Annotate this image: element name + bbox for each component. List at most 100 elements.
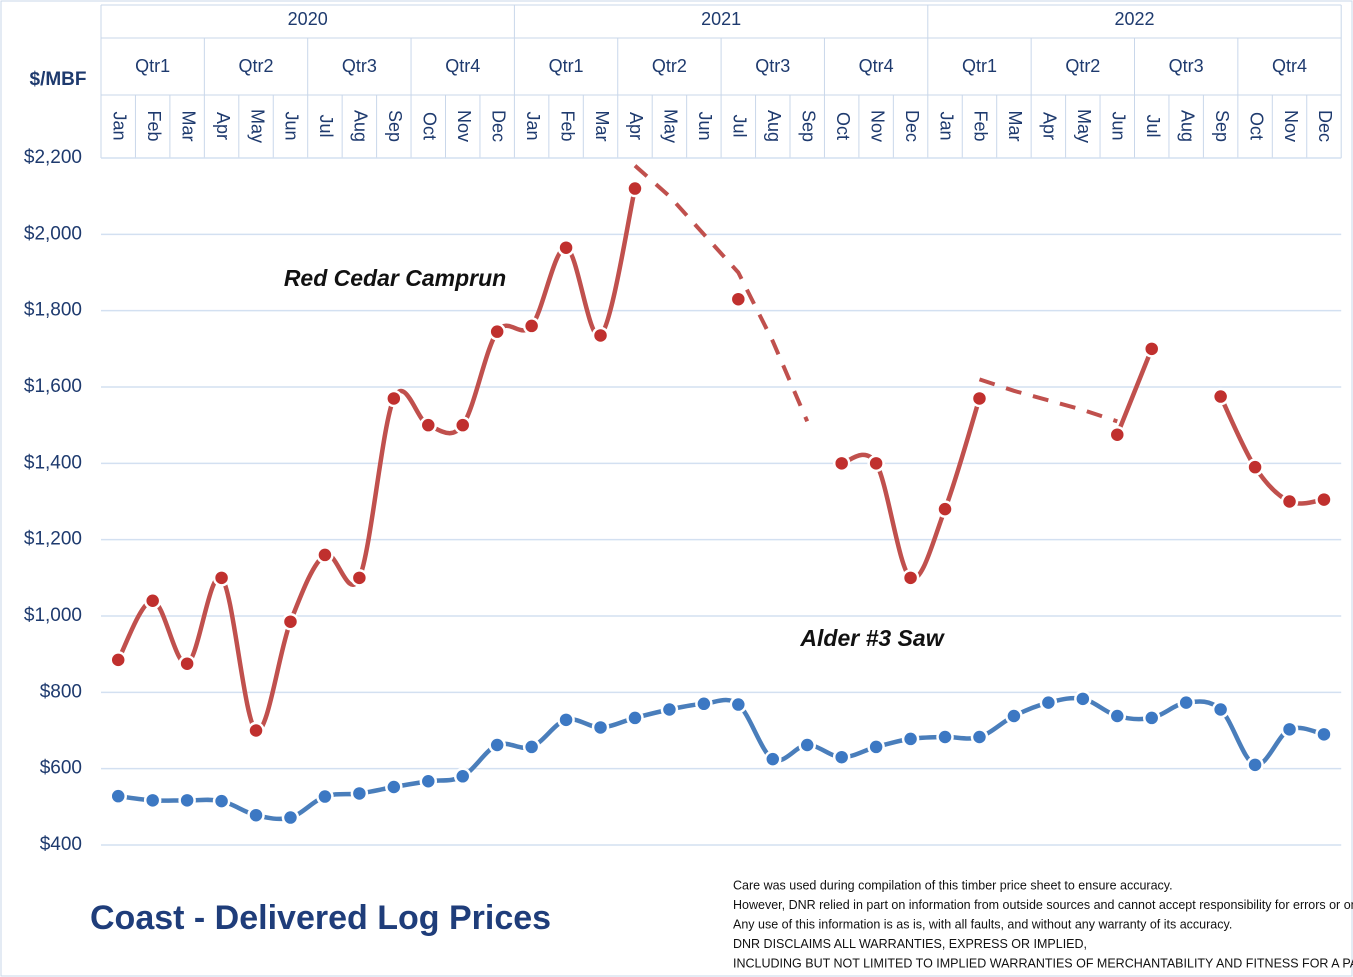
month-label: Nov xyxy=(867,110,887,142)
marker xyxy=(1246,756,1264,774)
month-label: Oct xyxy=(420,112,440,140)
marker xyxy=(316,787,334,806)
marker xyxy=(1280,720,1299,739)
disclaimer-line: INCLUDING BUT NOT LIMITED TO IMPLIED WAR… xyxy=(733,956,1353,970)
marker xyxy=(1315,725,1333,744)
month-label: Oct xyxy=(1246,112,1266,140)
marker xyxy=(488,322,506,341)
month-label: Apr xyxy=(213,112,233,140)
marker xyxy=(109,787,127,805)
y-tick-label: $1,200 xyxy=(24,529,82,550)
marker xyxy=(901,730,920,748)
y-tick-label: $400 xyxy=(40,834,82,855)
quarter-label: Qtr4 xyxy=(859,56,894,76)
marker xyxy=(1177,693,1195,712)
quarter-label: Qtr3 xyxy=(755,56,790,76)
disclaimer-line: However, DNR relied in part on informati… xyxy=(733,898,1353,912)
month-label: Jun xyxy=(282,111,302,140)
marker xyxy=(109,651,127,669)
month-label: Dec xyxy=(902,110,922,142)
marker xyxy=(350,784,369,803)
disclaimer-line: DNR DISCLAIMS ALL WARRANTIES, EXPRESS OR… xyxy=(733,937,1087,951)
month-label: May xyxy=(247,109,267,143)
disclaimer-line: Care was used during compilation of this… xyxy=(733,878,1173,892)
disclaimer-line: Any use of this information is as is, wi… xyxy=(733,917,1232,931)
marker xyxy=(798,736,816,754)
marker xyxy=(1108,425,1127,444)
quarter-label: Qtr3 xyxy=(342,56,377,76)
marker xyxy=(143,791,162,810)
month-label: Jun xyxy=(1109,111,1129,140)
month-label: May xyxy=(1074,109,1094,143)
month-label: Sep xyxy=(798,110,818,142)
marker xyxy=(522,738,541,756)
dashed-line xyxy=(978,377,1118,424)
marker xyxy=(557,238,575,257)
month-label: Jul xyxy=(1143,114,1163,137)
marker xyxy=(626,179,644,198)
series-line xyxy=(1218,395,1325,506)
y-tick-label: $1,600 xyxy=(24,376,82,397)
marker xyxy=(1142,709,1161,727)
month-label: Nov xyxy=(454,110,474,142)
marker xyxy=(901,569,920,587)
month-label: Jan xyxy=(936,111,956,140)
marker xyxy=(936,500,954,518)
quarter-label: Qtr3 xyxy=(1169,56,1204,76)
marker xyxy=(453,767,472,786)
month-label: Dec xyxy=(488,110,508,142)
month-label: Jul xyxy=(316,114,336,137)
month-label: Aug xyxy=(764,110,784,142)
month-label: May xyxy=(661,109,681,143)
marker xyxy=(419,416,438,434)
marker xyxy=(385,389,403,408)
month-label: Mar xyxy=(592,111,612,142)
marker xyxy=(867,454,885,473)
month-label: Oct xyxy=(833,112,853,140)
marker xyxy=(1039,693,1058,712)
month-label: Sep xyxy=(385,110,405,142)
quarter-label: Qtr2 xyxy=(1065,56,1100,76)
marker xyxy=(1211,700,1230,719)
marker xyxy=(1280,492,1299,511)
y-axis-label: $/MBF xyxy=(30,69,87,90)
marker xyxy=(522,317,541,335)
month-label: Dec xyxy=(1315,110,1335,142)
y-tick-label: $800 xyxy=(40,681,82,702)
marker xyxy=(729,290,748,308)
month-label: Jan xyxy=(109,111,129,140)
y-tick-label: $1,800 xyxy=(24,300,82,321)
month-label: Mar xyxy=(1005,111,1025,142)
marker xyxy=(1005,707,1023,725)
marker xyxy=(178,791,196,810)
year-label: 2021 xyxy=(701,9,741,29)
marker xyxy=(1142,340,1161,358)
marker xyxy=(936,728,954,746)
marker xyxy=(867,738,885,756)
marker xyxy=(626,709,644,727)
y-tick-label: $1,400 xyxy=(24,452,82,473)
y-tick-label: $2,000 xyxy=(24,223,82,244)
marker xyxy=(212,792,231,810)
y-tick-label: $600 xyxy=(40,758,82,779)
series-label: Red Cedar Camprun xyxy=(284,265,506,291)
month-label: Feb xyxy=(144,110,164,141)
month-label: Jun xyxy=(695,111,715,140)
marker xyxy=(1315,490,1333,509)
quarter-label: Qtr2 xyxy=(239,56,274,76)
month-label: Aug xyxy=(1177,110,1197,142)
marker xyxy=(970,389,989,408)
month-label: Jul xyxy=(730,114,750,137)
marker xyxy=(143,591,162,610)
marker xyxy=(385,778,403,796)
month-label: Nov xyxy=(1281,110,1301,142)
marker xyxy=(247,806,265,824)
marker xyxy=(729,695,748,714)
series-label: Alder #3 Saw xyxy=(799,625,945,651)
marker xyxy=(453,416,472,434)
marker xyxy=(212,569,231,587)
quarter-label: Qtr4 xyxy=(1272,56,1307,76)
quarter-label: Qtr1 xyxy=(135,56,170,76)
marker xyxy=(591,326,610,345)
